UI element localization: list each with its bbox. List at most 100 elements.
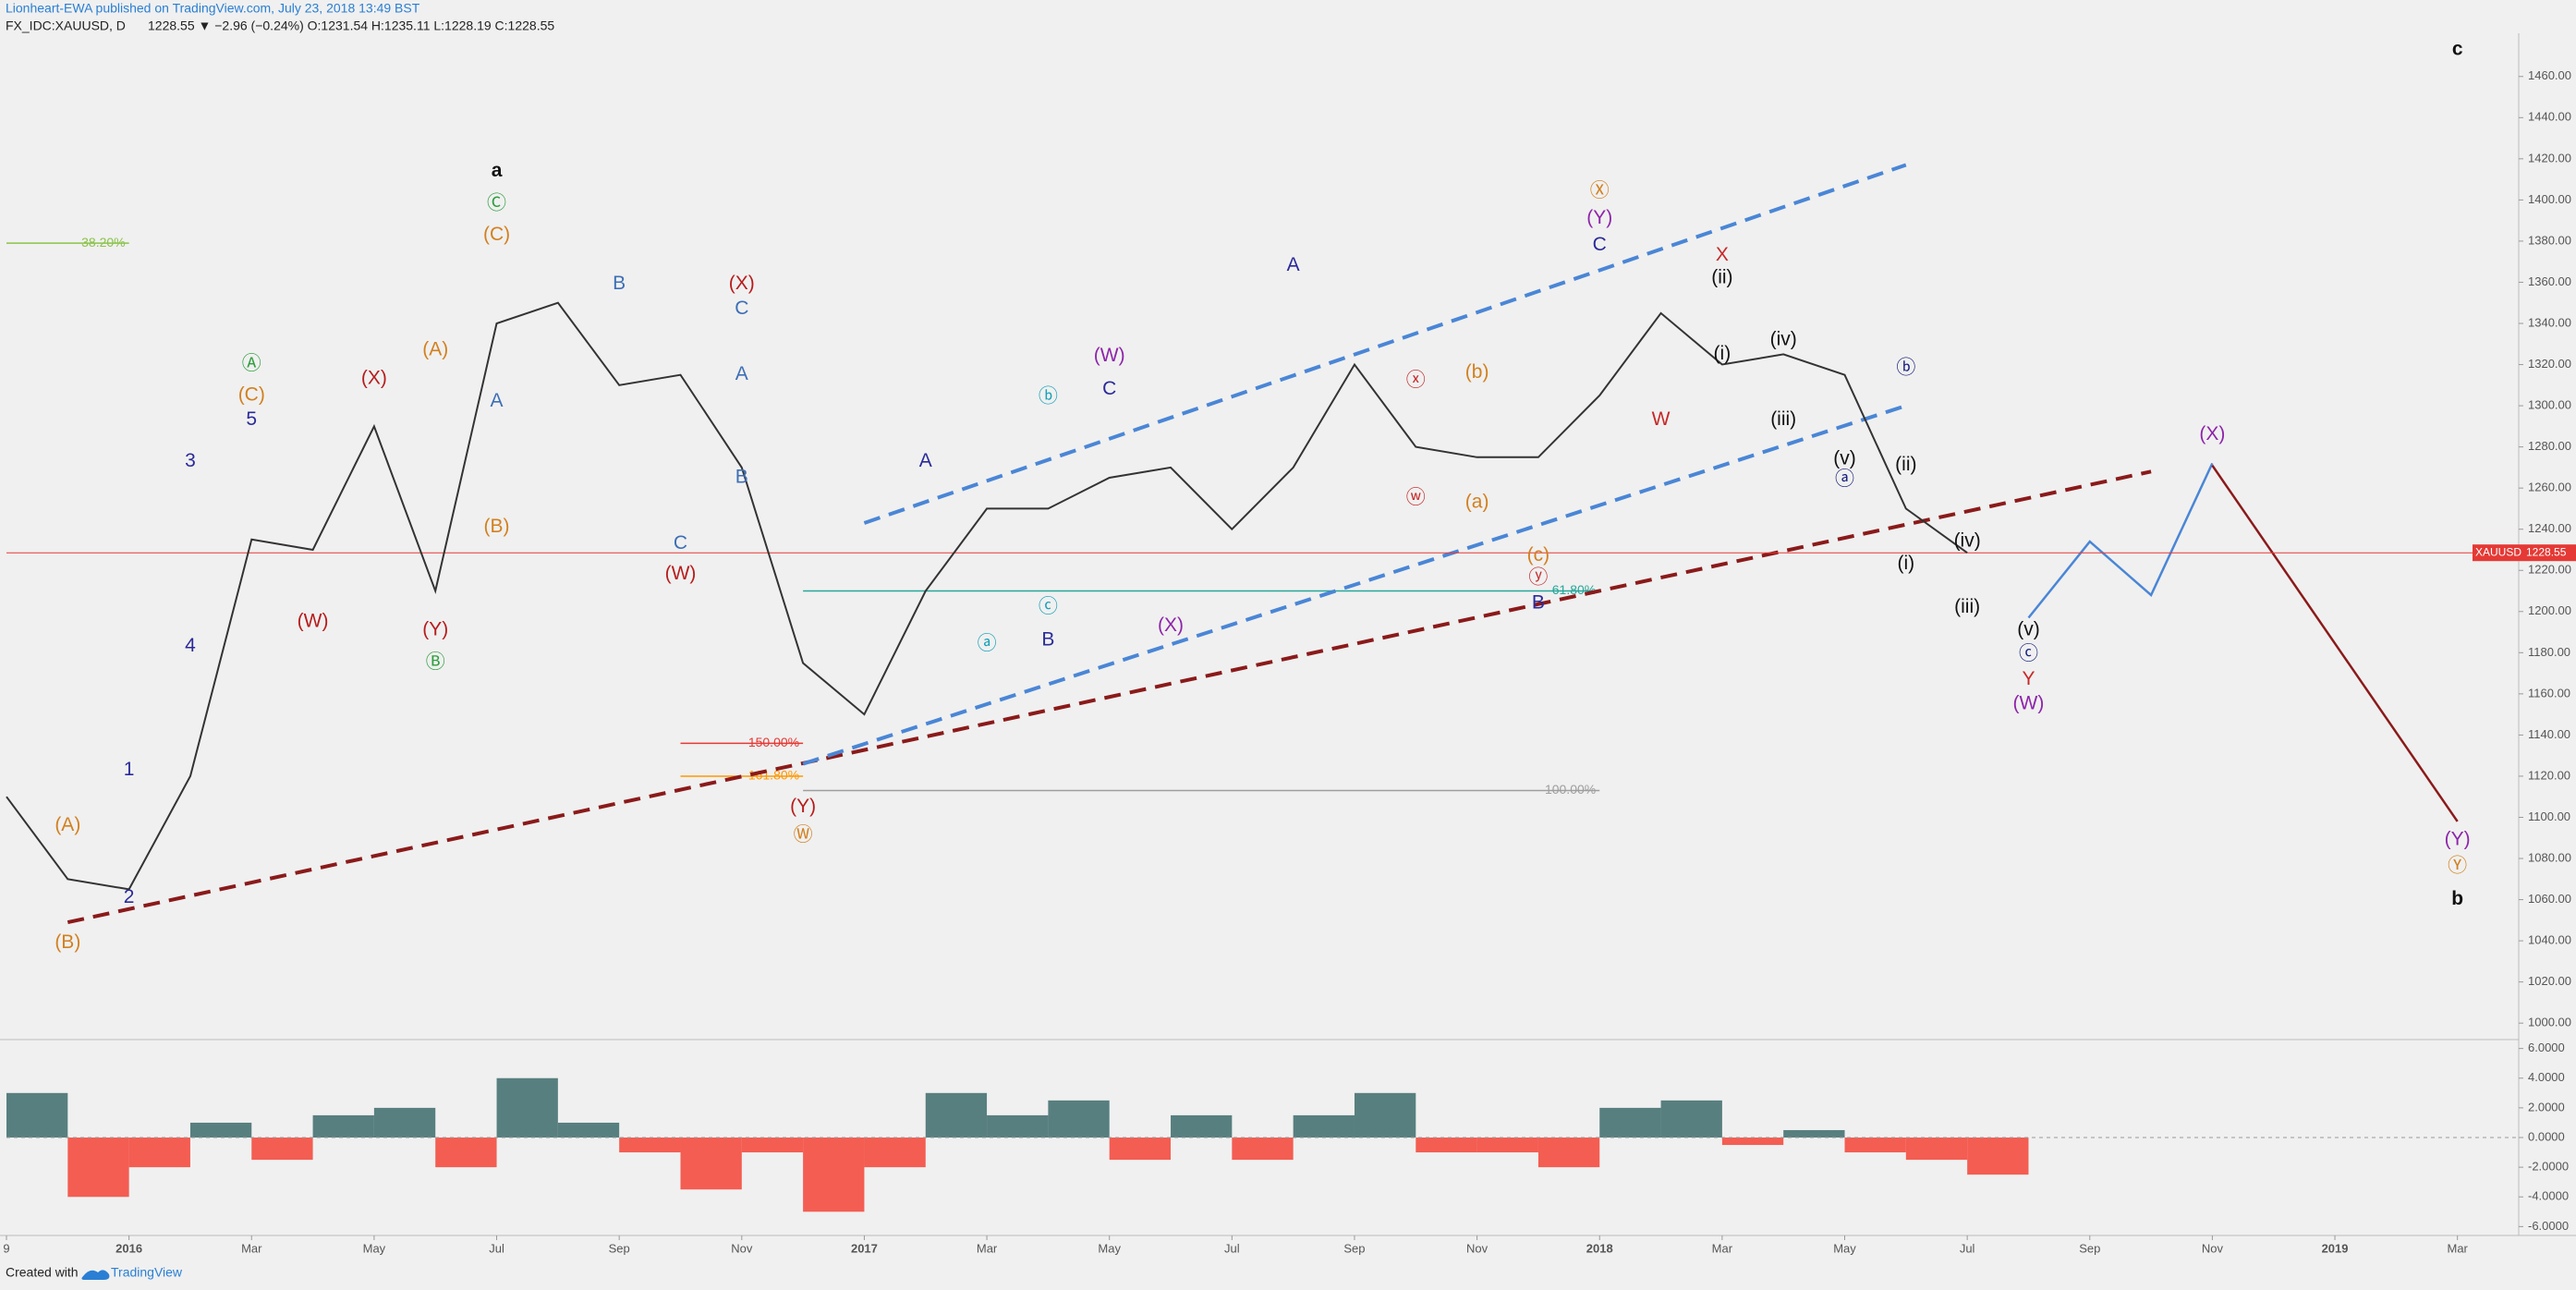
wave-label: (W) xyxy=(298,610,329,631)
y-tick-label: 1420.00 xyxy=(2528,151,2571,164)
wave-label: C xyxy=(735,298,748,319)
y-tick-label: 1320.00 xyxy=(2528,357,2571,371)
wave-label: A xyxy=(919,450,932,471)
oscillator-bar xyxy=(312,1114,374,1138)
oscillator-bar xyxy=(1416,1138,1477,1153)
wave-label: (ii) xyxy=(1711,267,1732,288)
wave-label: B xyxy=(735,467,748,488)
wave-label: 5 xyxy=(246,408,257,430)
oscillator-bar xyxy=(803,1138,865,1212)
wave-label: X xyxy=(1716,244,1729,265)
y-tick-label: 1460.00 xyxy=(2528,68,2571,82)
wave-label: (Y) xyxy=(422,618,448,639)
y-tick-label: 1120.00 xyxy=(2528,768,2570,782)
y-tick-label: 1080.00 xyxy=(2528,850,2571,864)
wave-label: (iv) xyxy=(1954,530,1981,552)
trend-line xyxy=(802,404,1907,766)
y-tick-label: 4.0000 xyxy=(2528,1070,2565,1084)
y-tick-label: 1400.00 xyxy=(2528,192,2571,206)
y-tick-label: 2.0000 xyxy=(2528,1100,2565,1114)
fib-label: 150.00% xyxy=(748,735,799,749)
oscillator-bar xyxy=(680,1138,742,1190)
wave-label: (B) xyxy=(484,516,510,537)
wave-label: ⓦ xyxy=(1406,487,1426,508)
wave-label: Ⓦ xyxy=(794,824,813,846)
wave-label: (X) xyxy=(1158,615,1184,636)
oscillator-bar xyxy=(925,1092,988,1138)
wave-label: (W) xyxy=(2013,693,2045,714)
wave-label: B xyxy=(1532,591,1545,613)
wave-label: A xyxy=(491,390,504,411)
oscillator-bar xyxy=(1109,1138,1172,1161)
trend-line xyxy=(67,469,2152,925)
oscillator-bar xyxy=(1293,1114,1355,1138)
oscillator-bar xyxy=(128,1138,190,1168)
oscillator-bar xyxy=(251,1138,313,1161)
x-tick-label: 2017 xyxy=(851,1241,878,1255)
wave-label: (X) xyxy=(729,273,755,294)
tradingview-logo xyxy=(81,1270,110,1280)
wave-label: (Y) xyxy=(790,796,816,817)
y-tick-label: 1200.00 xyxy=(2528,603,2571,617)
wave-label: 3 xyxy=(185,450,196,471)
oscillator-bar xyxy=(1048,1100,1110,1138)
y-tick-label: 1060.00 xyxy=(2528,892,2571,906)
y-tick-label: 1360.00 xyxy=(2528,274,2571,288)
y-tick-label: 1040.00 xyxy=(2528,933,2571,947)
x-tick-label: May xyxy=(363,1241,386,1255)
wave-label: (b) xyxy=(1465,361,1489,383)
oscillator-bar xyxy=(1232,1138,1294,1161)
wave-label: (iii) xyxy=(1954,596,1980,617)
x-tick-label: Nov xyxy=(731,1241,753,1255)
wave-label: Ⓐ xyxy=(242,353,261,374)
wave-label: (i) xyxy=(1714,343,1732,364)
wave-label: (iii) xyxy=(1770,408,1796,430)
footer-brand[interactable]: TradingView xyxy=(111,1265,183,1280)
wave-label: W xyxy=(1652,408,1671,430)
fib-label: 38.20% xyxy=(81,235,125,249)
y-tick-label: 6.0000 xyxy=(2528,1041,2565,1054)
wave-label: (a) xyxy=(1465,491,1489,512)
wave-label: Ⓧ xyxy=(1590,180,1610,201)
y-tick-label: 1340.00 xyxy=(2528,315,2571,329)
wave-label: ⓒ xyxy=(1039,596,1058,617)
y-tick-label: 1440.00 xyxy=(2528,110,2571,124)
last-price-box xyxy=(2473,544,2576,562)
wave-label: 1 xyxy=(124,759,135,780)
wave-label: a xyxy=(492,160,503,181)
wave-label: C xyxy=(1593,234,1607,255)
wave-label: ⓑ xyxy=(1896,358,1915,379)
last-price-value: 1228.55 xyxy=(2526,545,2567,558)
x-tick-label: 2018 xyxy=(1586,1241,1613,1255)
trend-line xyxy=(2027,462,2214,619)
oscillator-bar xyxy=(435,1138,497,1168)
x-tick-label: Mar xyxy=(2447,1241,2468,1255)
y-tick-label: 1300.00 xyxy=(2528,398,2571,412)
y-tick-label: 1220.00 xyxy=(2528,563,2571,577)
wave-label: (C) xyxy=(238,383,265,405)
wave-label: (v) xyxy=(1833,448,1856,469)
oscillator-bar xyxy=(373,1107,436,1138)
wave-label: C xyxy=(1102,378,1116,399)
wave-label: A xyxy=(1287,254,1300,275)
x-tick-label: 2019 xyxy=(2322,1241,2349,1255)
y-tick-label: 1180.00 xyxy=(2528,645,2570,659)
wave-label: (A) xyxy=(422,339,448,360)
y-tick-label: 1260.00 xyxy=(2528,481,2571,494)
wave-label: B xyxy=(613,273,626,294)
wave-label: (B) xyxy=(55,931,80,953)
wave-label: Y xyxy=(2022,668,2035,689)
oscillator-bar xyxy=(987,1114,1049,1138)
quote: 1228.55 ▼ −2.96 (−0.24%) O:1231.54 H:123… xyxy=(148,18,554,33)
wave-label: C xyxy=(674,532,687,554)
x-tick-label: Mar xyxy=(1712,1241,1733,1255)
wave-label: (i) xyxy=(1898,553,1915,574)
y-tick-label: 1100.00 xyxy=(2528,809,2570,823)
wave-label: Ⓨ xyxy=(2448,855,2467,876)
footer-created: Created with xyxy=(6,1265,79,1280)
x-tick-label: May xyxy=(1098,1241,1121,1255)
y-tick-label: 1160.00 xyxy=(2528,686,2570,700)
wave-label: (W) xyxy=(1094,345,1125,366)
wave-label: (iv) xyxy=(1770,328,1797,349)
